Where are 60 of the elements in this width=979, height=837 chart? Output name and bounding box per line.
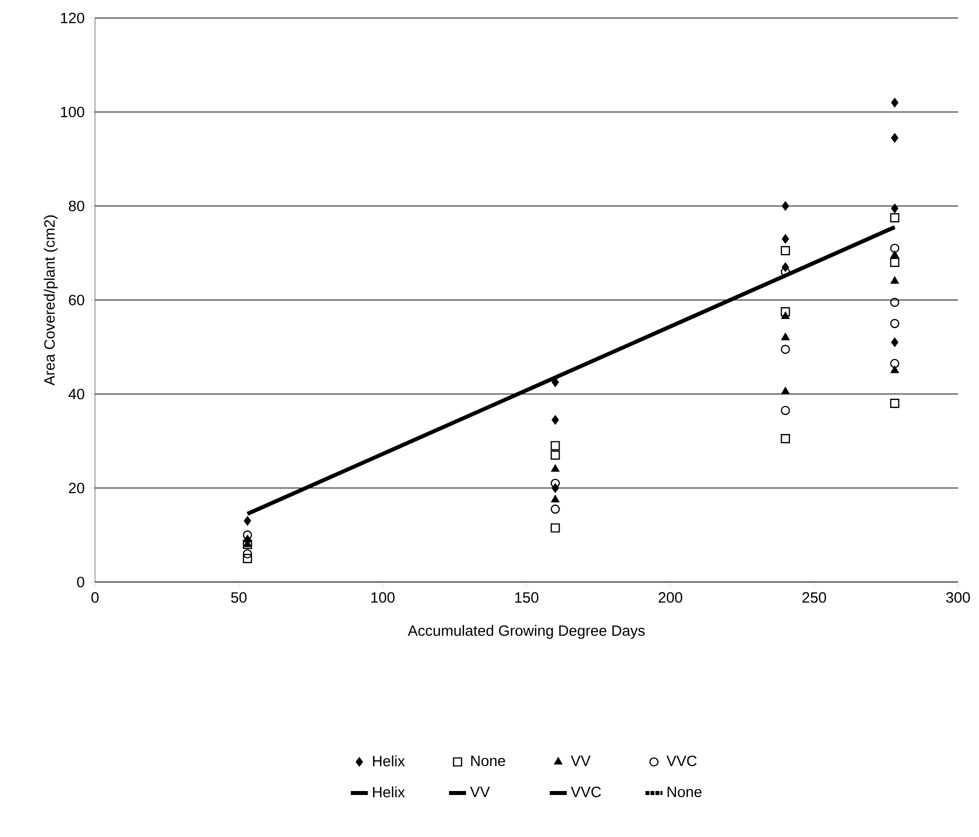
x-tick-label: 100 (371, 592, 395, 603)
y-tick-label: 80 (68, 200, 84, 212)
legend-label: VV (470, 786, 490, 797)
point (890, 366, 899, 374)
x-tick-label: 50 (231, 592, 247, 603)
point (890, 398, 900, 408)
point (242, 549, 252, 558)
point (780, 406, 790, 416)
point (891, 204, 898, 213)
y-axis-title: Area Covered/plant (cm2) (44, 215, 58, 386)
y-tick-label: 0 (77, 576, 84, 588)
point (550, 523, 560, 533)
point (890, 318, 900, 328)
x-tick-label: 150 (515, 592, 538, 603)
point (781, 387, 790, 394)
legend-label: None (668, 786, 702, 798)
x-axis-title: Accumulated Growing Degree Days (408, 624, 645, 639)
point (891, 338, 898, 347)
point (891, 133, 898, 142)
legend-label: Helix (373, 755, 405, 766)
legend-label: VVC (666, 756, 697, 766)
x-tick-label: 0 (91, 592, 99, 603)
point (780, 307, 790, 316)
point (550, 441, 560, 450)
point (890, 213, 900, 222)
point (550, 504, 560, 514)
point (552, 415, 559, 424)
legend-label: VVC (570, 786, 601, 798)
point (781, 333, 790, 340)
point (890, 250, 899, 258)
y-tick-label: 60 (68, 294, 84, 306)
legend-label: Helix (373, 786, 405, 798)
point (781, 312, 790, 320)
point (890, 276, 899, 284)
point (891, 98, 898, 108)
legend-label: VV (570, 756, 591, 766)
point (780, 344, 790, 354)
y-tick-label: 20 (68, 482, 84, 494)
point (890, 244, 900, 253)
x-tick-label: 300 (946, 592, 970, 603)
point (550, 478, 560, 488)
point (782, 201, 790, 211)
y-tick-label: 100 (61, 106, 84, 118)
point (242, 554, 252, 564)
point (244, 516, 252, 526)
point (551, 464, 560, 472)
point (780, 434, 790, 444)
point (782, 234, 790, 244)
legend-label: None (471, 756, 506, 766)
point (551, 495, 560, 502)
point (890, 298, 900, 307)
point (780, 246, 790, 256)
x-tick-label: 250 (802, 592, 826, 603)
y-tick-label: 40 (68, 388, 84, 400)
point (890, 358, 900, 368)
point (242, 530, 252, 540)
point (550, 450, 560, 460)
x-tick-label: 200 (658, 592, 682, 603)
y-tick-label: 120 (61, 12, 84, 24)
point (890, 258, 900, 267)
